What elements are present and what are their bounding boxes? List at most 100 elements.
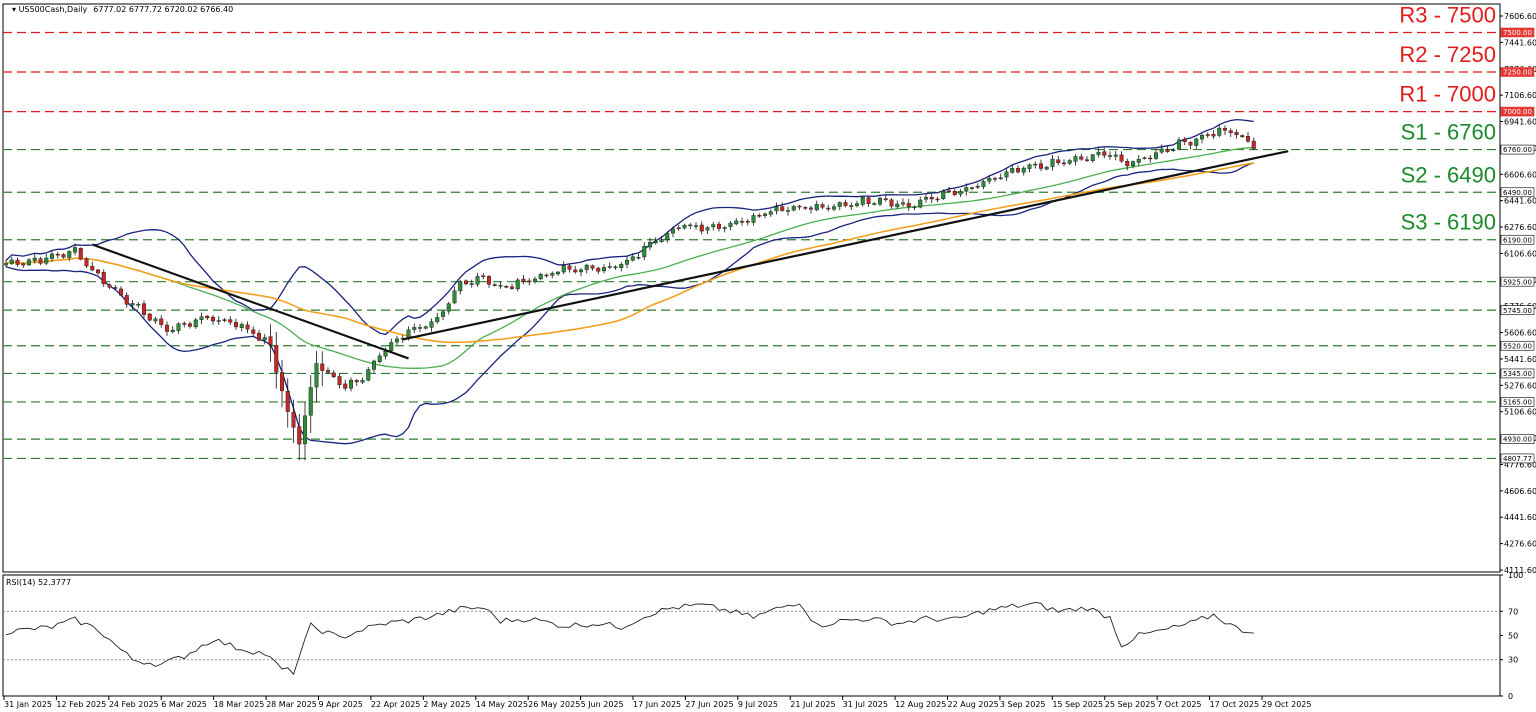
candle-body bbox=[50, 253, 55, 259]
candle-body bbox=[377, 355, 382, 362]
candle-body bbox=[1033, 163, 1038, 166]
candle-body bbox=[72, 247, 77, 253]
candle bbox=[1119, 151, 1124, 163]
price-tick-label: 7606.60 bbox=[1504, 12, 1536, 21]
candle bbox=[832, 203, 837, 212]
candle bbox=[1004, 168, 1009, 181]
candle-body bbox=[446, 303, 451, 312]
candle-body bbox=[1044, 166, 1049, 170]
candle bbox=[849, 202, 854, 210]
level-label: S2 - 6490 bbox=[1401, 162, 1496, 187]
price-axis[interactable]: 7606.607441.607276.607106.606941.606776.… bbox=[1500, 12, 1536, 701]
candle bbox=[429, 318, 434, 332]
candle-body bbox=[843, 202, 848, 206]
candle bbox=[791, 204, 796, 212]
rsi-tick-label: 70 bbox=[1508, 607, 1518, 616]
candle-body bbox=[257, 332, 262, 341]
candle bbox=[423, 325, 428, 330]
candle bbox=[395, 335, 400, 346]
candle-body bbox=[504, 285, 509, 288]
candle bbox=[533, 276, 538, 284]
candle bbox=[694, 222, 699, 230]
candle bbox=[1228, 128, 1233, 138]
candle bbox=[21, 262, 26, 268]
candle-body bbox=[1240, 135, 1245, 138]
candle bbox=[251, 326, 256, 337]
candle bbox=[1084, 156, 1089, 162]
candle-body bbox=[44, 257, 49, 264]
candle-body bbox=[1016, 168, 1021, 173]
candle-body bbox=[285, 391, 290, 412]
candle bbox=[1102, 147, 1107, 159]
level-badge-label: 5165.00 bbox=[1503, 399, 1532, 407]
candle bbox=[751, 213, 756, 226]
candle-body bbox=[113, 287, 118, 289]
price-tick-label: 4276.60 bbox=[1504, 540, 1536, 549]
candle bbox=[1245, 132, 1250, 144]
level-badge-box bbox=[1500, 453, 1535, 464]
candle-body bbox=[228, 319, 233, 323]
candle-body bbox=[210, 316, 215, 322]
candle bbox=[27, 257, 32, 266]
candle bbox=[895, 200, 900, 209]
candle-body bbox=[193, 319, 198, 328]
level-badge: 5745.00 bbox=[1500, 305, 1535, 315]
candle-body bbox=[521, 278, 526, 282]
candle-body bbox=[1245, 136, 1250, 142]
candle bbox=[883, 194, 888, 202]
rsi-header: RSI(14) 52.3777 bbox=[6, 578, 71, 587]
candle bbox=[998, 173, 1003, 180]
level-badge-label: 7500.00 bbox=[1503, 29, 1532, 37]
candle-body bbox=[1211, 134, 1216, 137]
candle-body bbox=[590, 265, 595, 269]
price-tick-label: 5276.60 bbox=[1504, 381, 1536, 390]
candle bbox=[458, 279, 463, 295]
candle bbox=[648, 237, 653, 251]
candle-body bbox=[1148, 157, 1153, 160]
candle bbox=[239, 322, 244, 332]
candle-body bbox=[487, 276, 492, 285]
candle-body bbox=[544, 274, 549, 277]
candle-body bbox=[308, 387, 313, 416]
candle bbox=[814, 200, 819, 212]
candle-body bbox=[349, 379, 354, 389]
candle-body bbox=[481, 275, 486, 277]
time-tick-label: 26 May 2025 bbox=[528, 700, 580, 709]
level-badge-label: 5925.00 bbox=[1503, 278, 1532, 286]
candle-body bbox=[389, 342, 394, 351]
candle-body bbox=[1038, 163, 1043, 169]
candle bbox=[1010, 165, 1015, 174]
candle bbox=[573, 265, 578, 274]
candle-body bbox=[878, 197, 883, 205]
candle bbox=[487, 275, 492, 288]
candle-body bbox=[556, 271, 561, 275]
candle bbox=[653, 237, 658, 245]
candle-body bbox=[682, 224, 687, 229]
candle-body bbox=[9, 259, 14, 265]
price-tick-label: 5441.60 bbox=[1504, 355, 1536, 364]
candle-body bbox=[61, 254, 66, 258]
candle bbox=[970, 186, 975, 191]
candle-body bbox=[331, 372, 336, 378]
candle-body bbox=[975, 185, 980, 188]
candle-body bbox=[849, 205, 854, 207]
level-label: S3 - 6190 bbox=[1401, 210, 1496, 235]
candle-body bbox=[929, 197, 934, 200]
candle bbox=[118, 286, 123, 297]
time-axis[interactable]: 31 Jan 2025 12 Feb 2025 24 Feb 2025 6 Mar 2… bbox=[3, 696, 1311, 709]
candle-body bbox=[1056, 159, 1061, 164]
candle-body bbox=[941, 190, 946, 199]
candle-body bbox=[130, 303, 135, 306]
time-tick-label: 25 Sep 2025 bbox=[1105, 700, 1156, 709]
candle-body bbox=[533, 278, 538, 283]
candle bbox=[567, 263, 572, 273]
level-badge-label: 5345.00 bbox=[1503, 370, 1532, 378]
candle-body bbox=[998, 177, 1003, 179]
candle bbox=[72, 243, 77, 256]
candle-body bbox=[567, 265, 572, 270]
collapse-triangle-icon[interactable]: ▾ bbox=[12, 5, 19, 14]
candle bbox=[1165, 145, 1170, 153]
time-tick-label: 21 Jul 2025 bbox=[790, 700, 835, 709]
candle-body bbox=[688, 224, 693, 227]
